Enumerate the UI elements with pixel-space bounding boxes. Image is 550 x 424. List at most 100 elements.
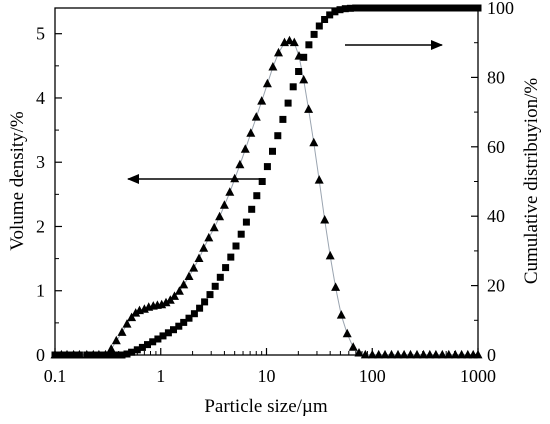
y-right-tick-label: 60 [487, 137, 505, 157]
square-point [474, 4, 482, 12]
triangle-point [262, 78, 272, 88]
triangle-point [246, 128, 256, 137]
triangle-point [304, 104, 314, 113]
triangle-point [257, 96, 267, 105]
triangle-point [230, 173, 240, 183]
triangle-point [342, 328, 352, 338]
square-point [346, 4, 354, 12]
x-axis-ticks: 0.1 1 10 100 1000 [44, 348, 496, 386]
series-lines [55, 40, 478, 356]
square-point [431, 4, 439, 12]
square-point [379, 4, 386, 12]
square-point [341, 5, 349, 13]
triangle-point [219, 200, 229, 209]
square-point [436, 4, 444, 12]
square-point [196, 304, 204, 312]
square-point [159, 332, 167, 340]
square-point [394, 4, 402, 12]
square-point [253, 192, 261, 200]
square-point [227, 253, 235, 261]
triangle-point [189, 263, 199, 272]
square-point [144, 341, 151, 349]
triangle-point [431, 349, 441, 359]
triangle-point [111, 335, 121, 345]
y-right-axis-title: Cumulative distribuyion/% [521, 78, 542, 285]
triangle-point [106, 344, 116, 353]
triangle-point [399, 349, 409, 359]
triangle-point [380, 349, 390, 359]
square-point [164, 329, 172, 337]
square-point [415, 4, 423, 12]
square-point [63, 351, 71, 359]
triangle-point [225, 187, 235, 196]
triangle-point [117, 327, 127, 336]
triangle-point [437, 349, 447, 359]
triangle-point [419, 349, 428, 359]
square-point [232, 242, 240, 250]
x-tick-label: 100 [359, 366, 386, 386]
square-point [170, 326, 177, 334]
triangle-point [425, 349, 435, 359]
triangle-point [473, 349, 483, 359]
triangle-point [161, 297, 171, 307]
y-left-tick-label: 2 [36, 216, 45, 236]
square-point [128, 348, 136, 356]
triangle-point [131, 308, 141, 317]
square-point [384, 4, 392, 12]
square-point [222, 264, 230, 272]
triangle-point [289, 37, 299, 47]
square-point [405, 4, 413, 12]
triangle-point [348, 342, 358, 351]
square-point [410, 4, 418, 12]
y-left-tick-label: 5 [36, 24, 45, 44]
triangle-point [209, 222, 219, 232]
square-point [180, 318, 188, 326]
y-right-axis-ticks: 0 20 40 60 80 100 [471, 0, 514, 365]
square-point [51, 351, 59, 359]
y-left-tick-label: 1 [36, 281, 45, 301]
square-point [237, 230, 245, 238]
triangle-point [450, 349, 460, 359]
square-point [457, 4, 465, 12]
triangle-point [457, 349, 467, 359]
triangle-point [170, 291, 179, 300]
triangle-point [354, 348, 364, 357]
triangle-point [204, 232, 214, 242]
triangle-point [336, 310, 346, 319]
square-point [263, 163, 271, 171]
square-point [310, 30, 318, 38]
triangle-point [367, 349, 377, 359]
square-point [89, 351, 97, 359]
square-point [274, 132, 282, 140]
square-point [300, 53, 308, 61]
square-point [321, 16, 329, 23]
square-point [185, 314, 193, 322]
square-point [190, 310, 198, 318]
x-tick-label: 1 [156, 366, 165, 386]
triangle-point [127, 312, 137, 322]
triangle-point [122, 319, 132, 328]
square-point [83, 351, 91, 359]
triangle-point [285, 35, 294, 45]
square-point [211, 282, 219, 290]
triangle-point [240, 144, 250, 153]
y-right-tick-label: 100 [487, 0, 514, 18]
square-point [149, 338, 157, 346]
y-left-tick-label: 4 [36, 88, 45, 108]
square-point [462, 4, 470, 12]
y-right-tick-label: 20 [487, 276, 505, 296]
y-right-tick-label: 40 [487, 206, 505, 226]
square-point [175, 322, 183, 330]
y-left-axis-ticks: 0 1 2 3 4 5 [36, 24, 62, 365]
plot-frame [54, 7, 479, 356]
square-point [389, 4, 397, 12]
square-point [102, 351, 109, 359]
square-point [295, 68, 303, 75]
x-tick-label: 10 [258, 366, 276, 386]
square-point [305, 41, 313, 49]
square-point [118, 351, 126, 359]
square-point [206, 291, 214, 299]
square-point [154, 335, 162, 343]
square-point [279, 115, 287, 123]
triangle-point [314, 175, 324, 184]
